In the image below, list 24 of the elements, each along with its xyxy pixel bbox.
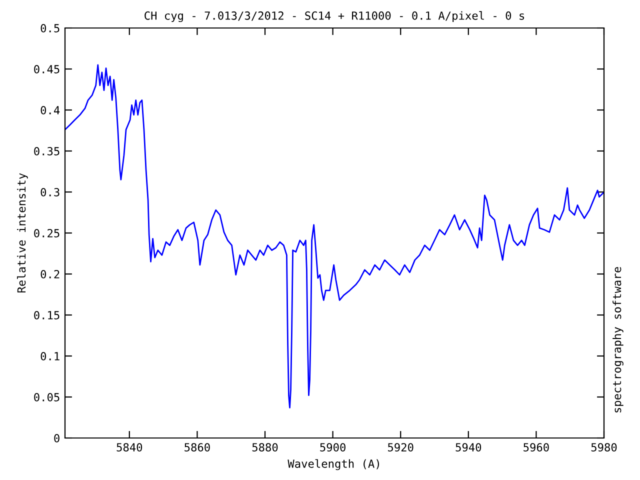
y-tick-label: 0 (54, 434, 60, 442)
x-tick-label: 5880 (252, 443, 278, 452)
x-tick-label: 5940 (456, 443, 482, 452)
x-tick-label: 5900 (320, 443, 346, 452)
line-series (65, 64, 604, 408)
y-tick-label: 0.25 (34, 229, 60, 238)
chart-title: CH cyg - 7.013/3/2012 - SC14 + R11000 - 0.1 A/pixel - 0 s (144, 11, 524, 22)
y-tick-label: 0.45 (34, 65, 60, 74)
x-tick-label: 5840 (116, 443, 142, 452)
y-tick-label: 0.05 (34, 393, 60, 402)
y-tick-label: 0.5 (40, 24, 60, 32)
y-tick-label: 0.3 (40, 188, 60, 196)
y-axis-title: Relative intensity (17, 173, 28, 292)
x-tick-label: 5920 (388, 443, 414, 452)
x-tick-label: 5960 (524, 443, 549, 452)
x-tick-label: 5860 (184, 443, 210, 452)
y-tick-label: 0.15 (34, 311, 60, 320)
y-tick-label: 0.2 (40, 270, 60, 278)
y-tick-label: 0.4 (40, 106, 60, 114)
x-tick-label: 5980 (591, 443, 617, 452)
y-tick-label: 0.35 (34, 147, 60, 156)
x-axis-title: Wavelength (A) (288, 459, 380, 470)
text: spectrography software (612, 267, 624, 412)
y-tick-label: 0.1 (40, 352, 60, 360)
